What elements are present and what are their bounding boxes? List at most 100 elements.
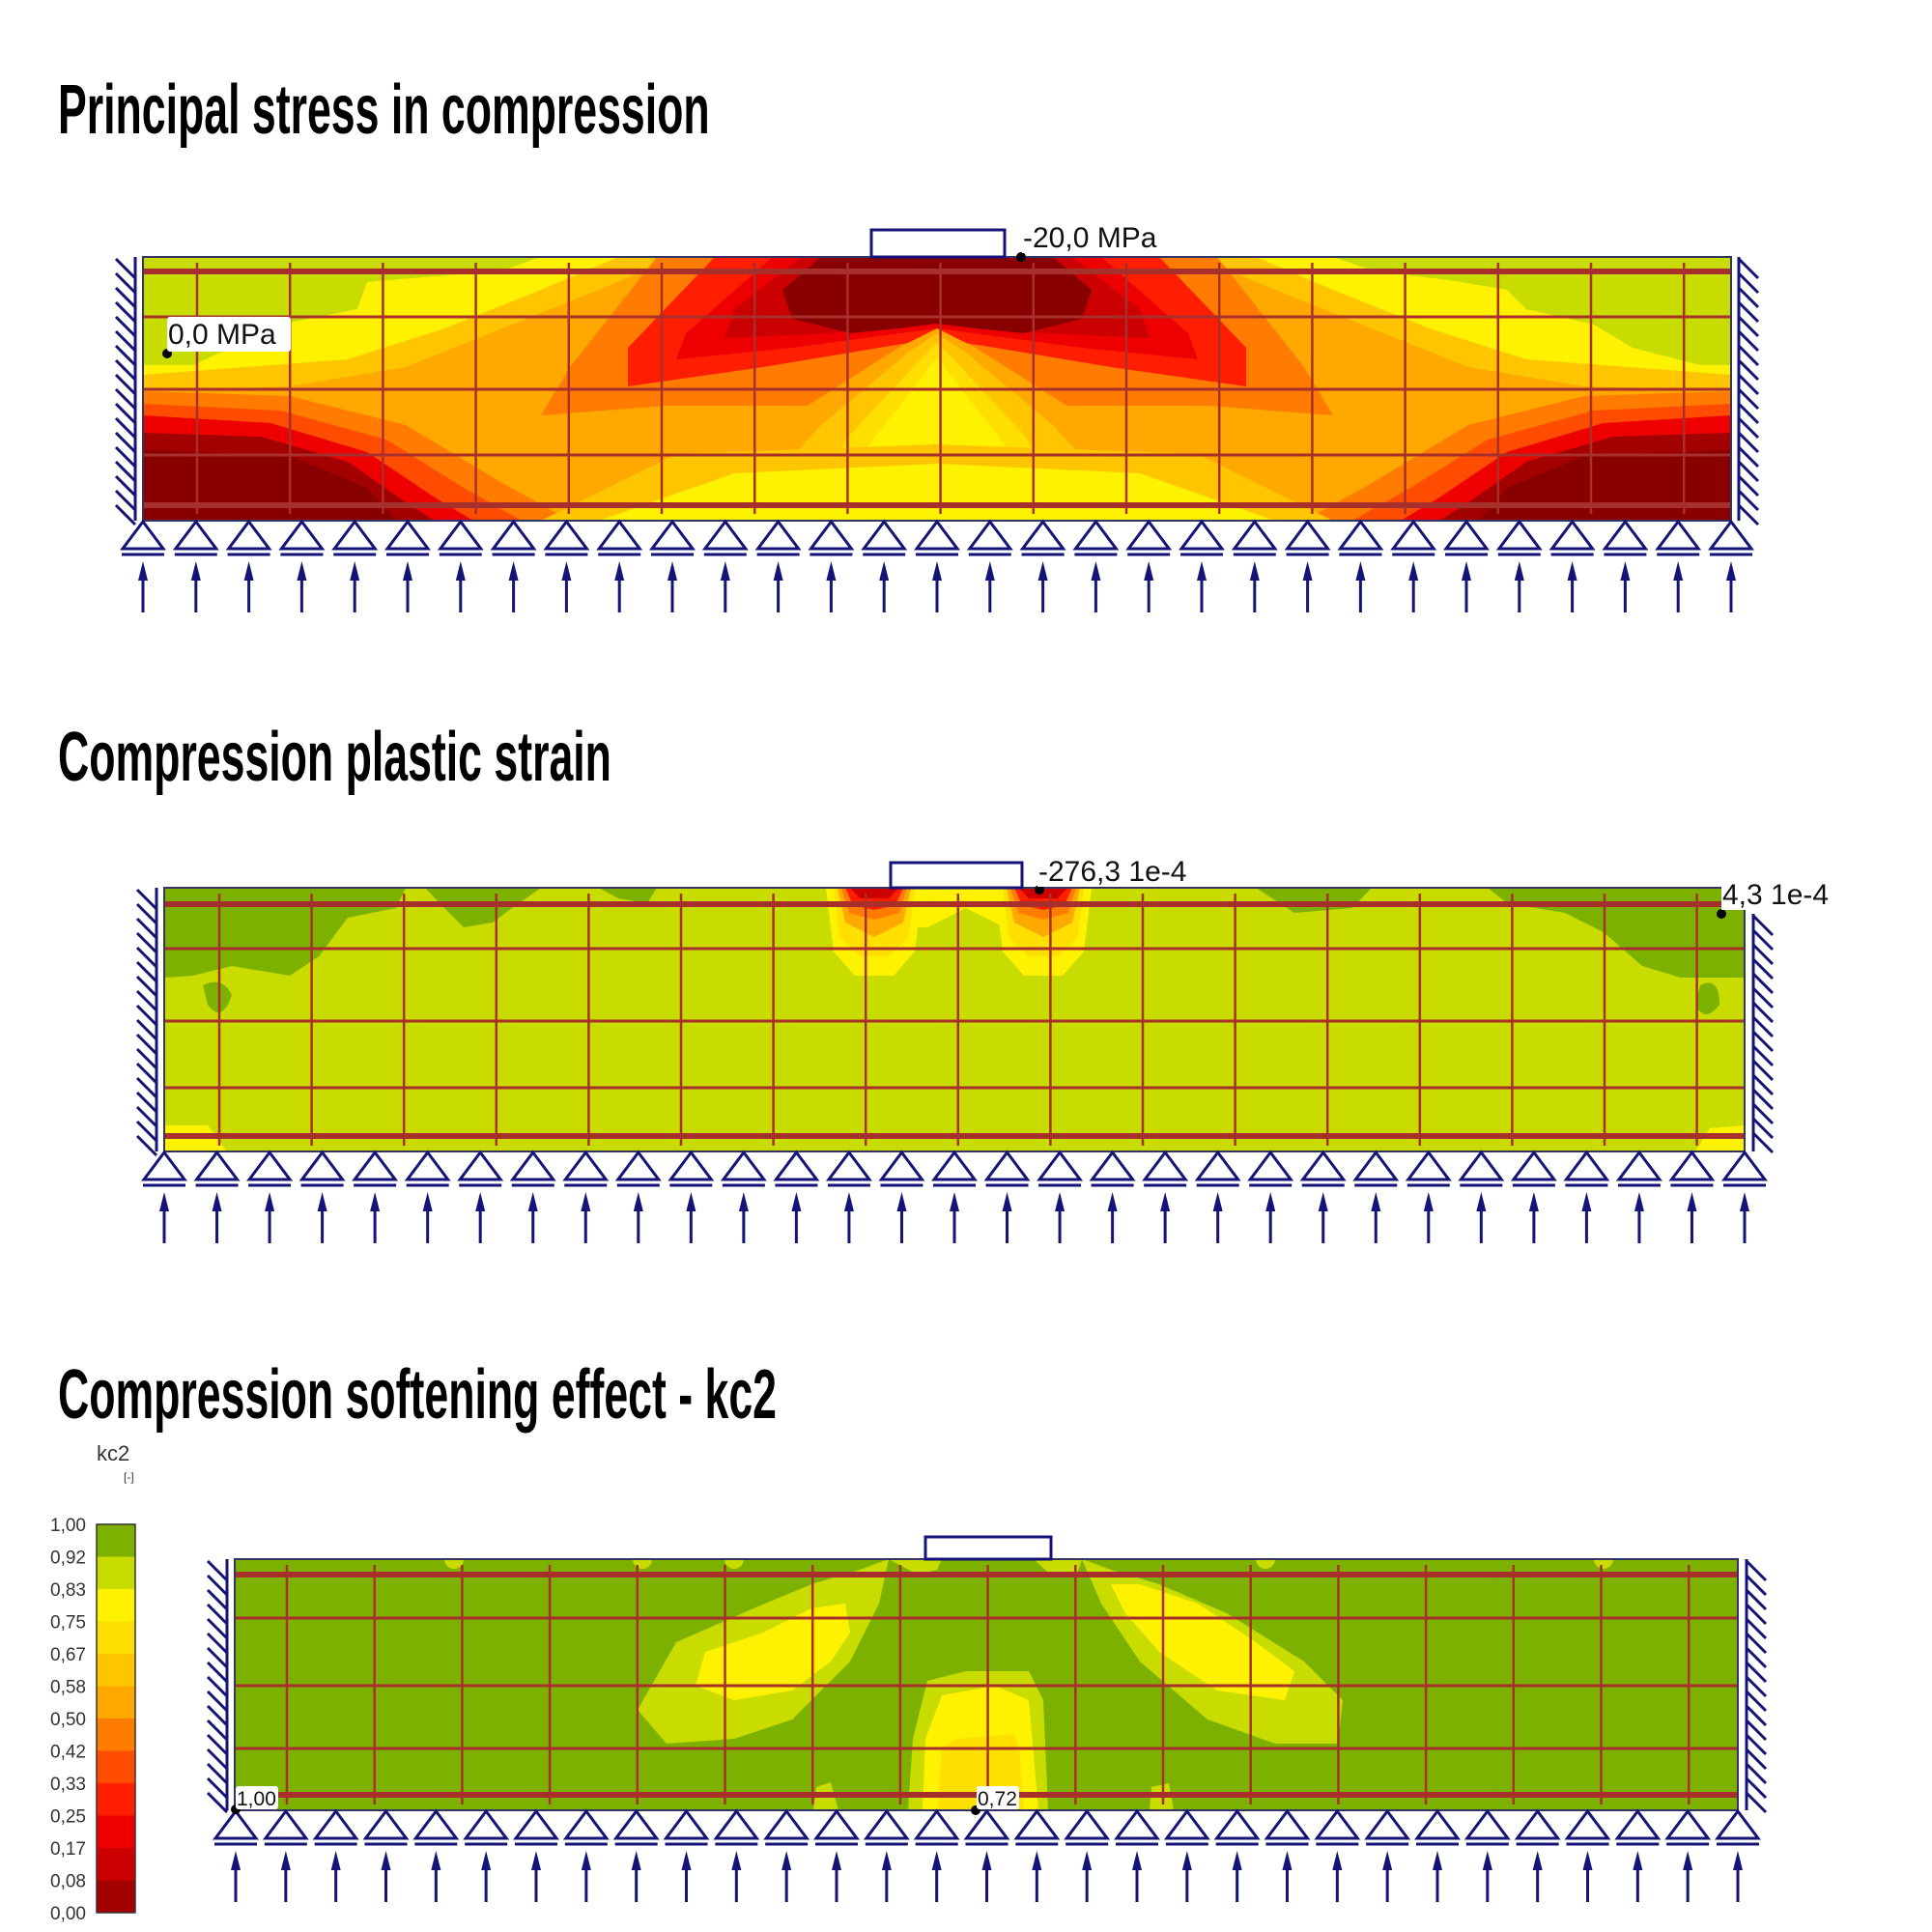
roller-support [1231,519,1278,612]
max-label-bg [977,1786,1019,1809]
reaction-arrow-icon [422,1192,433,1243]
support-triangle-icon [172,519,219,551]
reaction-arrow-icon [633,1192,643,1243]
contour-band [1333,257,1731,365]
roller-support [1495,519,1543,612]
reaction-arrow-icon [1002,1192,1012,1243]
reaction-arrow-icon [1302,561,1313,612]
support-triangle-icon [914,519,960,551]
support-triangle-icon [825,1150,872,1181]
support-triangle-icon [1064,1808,1111,1840]
contour-band [444,1559,464,1569]
legend-swatch [97,1654,135,1687]
roller-support [963,1808,1010,1902]
roller-support [1213,1808,1261,1902]
roller-support [331,519,379,612]
support-triangle-icon [720,1150,767,1181]
support-triangle-icon [913,1808,960,1840]
reaction-arrow-icon [1082,1851,1093,1902]
reaction-arrow-icon [981,1851,992,1902]
support-triangle-icon [213,1808,259,1840]
support-triangle-icon [668,1150,715,1181]
roller-support [120,519,166,612]
reaction-arrow-icon [1514,561,1524,612]
support-triangle-icon [713,1808,760,1840]
reaction-arrow-icon [1683,1851,1693,1902]
roller-support [1142,1150,1189,1243]
legend-tick-label: 0,33 [50,1775,86,1795]
roller-support [457,1150,504,1243]
reaction-arrow-icon [350,561,360,612]
roller-support [543,519,590,612]
roller-support [1614,1808,1662,1902]
fixed-wall-icon [1745,1559,1768,1814]
max-point-marker [1035,885,1044,895]
support-triangle-icon [963,1808,1010,1840]
support-triangle-icon [1352,1150,1400,1181]
roller-support [509,1150,556,1243]
roller-support [1615,1150,1662,1243]
roller-support [668,1150,715,1243]
support-triangle-icon [120,519,166,551]
reaction-arrow-icon [561,561,572,612]
reaction-arrow-icon [614,561,625,612]
reaction-arrow-icon [1382,1851,1393,1902]
reaction-arrow-icon [1634,1192,1644,1243]
support-triangle-icon [612,1808,660,1840]
roller-support [763,1808,810,1902]
support-triangle-icon [1072,519,1120,551]
roller-support [513,1808,559,1902]
contour-band [599,888,657,903]
contour-band [724,1559,744,1569]
support-triangle-icon [1458,1150,1505,1181]
roller-support [1284,519,1331,612]
support-triangle-icon [763,1808,810,1840]
roller-support [1337,519,1384,612]
roller-support [713,1808,760,1902]
reaction-arrow-icon [455,561,466,612]
support-triangle-icon [861,519,908,551]
reaction-arrow-icon [1567,561,1577,612]
roller-support [1299,1150,1347,1243]
reaction-arrow-icon [1181,1851,1192,1902]
contour-band [1695,982,1719,1014]
legend-swatch [97,1686,135,1719]
reaction-arrow-icon [681,1851,692,1902]
roller-support [412,1808,460,1902]
support-triangle-icon [1708,519,1754,551]
reaction-arrow-icon [1249,561,1260,612]
roller-support [861,519,908,612]
support-triangle-icon [312,1808,359,1840]
roller-support [1037,1150,1084,1243]
legend-swatch [97,1848,135,1881]
roller-support [1264,1808,1311,1902]
support-triangle-icon [1284,519,1331,551]
support-triangle-icon [663,1808,710,1840]
reaction-arrow-icon [1037,561,1048,612]
reaction-arrow-icon [581,1851,591,1902]
reaction-arrow-icon [738,1192,749,1243]
reaction-arrow-icon [317,1192,327,1243]
legend-tick-label: 0,50 [50,1710,86,1730]
reaction-arrow-icon [231,1851,241,1902]
roller-support [701,519,749,612]
legend-swatch [97,1589,135,1622]
reaction-arrow-icon [931,1851,942,1902]
support-triangle-icon [1247,1150,1294,1181]
max-label-bg [1037,854,1208,887]
reaction-arrow-icon [1673,561,1684,612]
legend-swatch [97,1815,135,1849]
roller-support [262,1808,309,1902]
support-triangle-icon [513,1808,559,1840]
reaction-arrow-icon [1144,561,1154,612]
roller-support [931,1150,978,1243]
legend-swatch [97,1524,135,1557]
legend-tick-label: 0,42 [50,1743,86,1763]
fixed-wall-icon [1751,914,1775,1154]
reaction-arrow-icon [950,1192,959,1243]
support-triangle-icon [1715,1808,1761,1840]
legend-tick-label: 0,58 [50,1678,86,1698]
reaction-arrow-icon [832,1851,841,1902]
panel-title-principal-stress: Principal stress in compression [58,71,710,149]
